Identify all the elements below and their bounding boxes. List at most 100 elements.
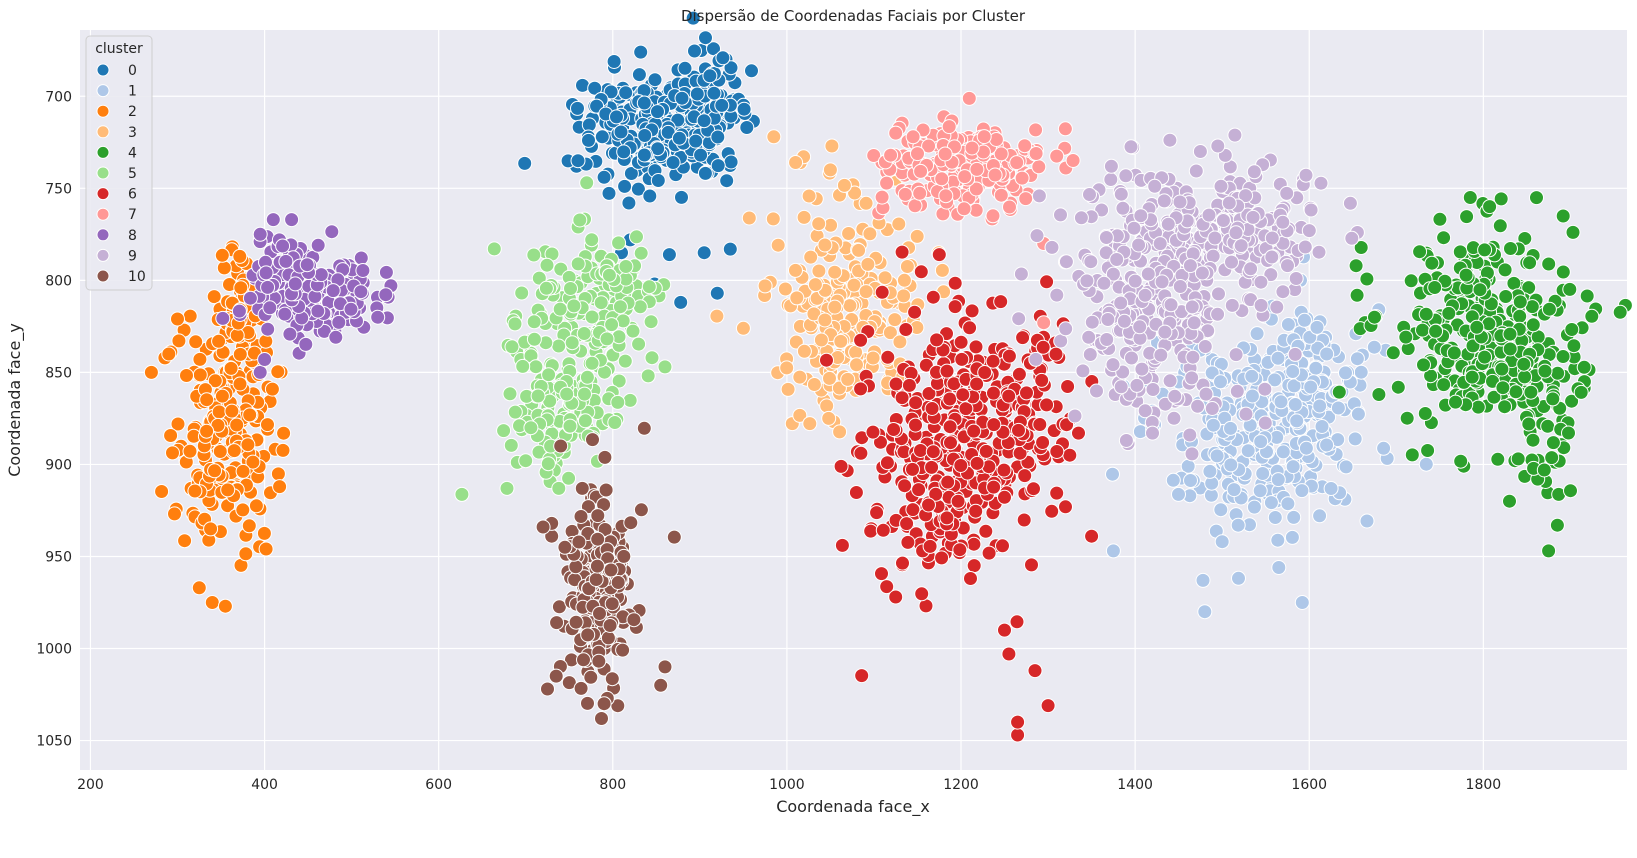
data-point	[1418, 306, 1434, 322]
data-point	[766, 129, 782, 145]
data-point	[557, 539, 573, 555]
data-point	[580, 627, 596, 643]
data-point	[921, 386, 937, 401]
data-point	[1016, 512, 1032, 528]
data-point	[715, 50, 731, 66]
data-point	[1039, 274, 1055, 290]
data-point	[853, 381, 869, 397]
data-point	[1166, 410, 1182, 426]
data-point	[976, 129, 992, 145]
data-point	[203, 521, 219, 537]
data-point	[874, 566, 889, 582]
data-point	[877, 270, 893, 286]
data-point	[217, 598, 233, 614]
data-point	[206, 289, 222, 305]
data-point	[588, 572, 604, 587]
data-point	[1573, 384, 1589, 400]
data-point	[1049, 485, 1065, 501]
data-point	[601, 185, 617, 201]
data-point	[875, 522, 891, 538]
data-point	[851, 242, 867, 258]
data-point	[1545, 391, 1561, 407]
data-point	[233, 280, 249, 296]
series-9	[1011, 127, 1365, 462]
data-point	[573, 680, 589, 696]
data-point	[853, 332, 869, 348]
data-point	[1133, 208, 1149, 224]
data-point	[1529, 190, 1544, 206]
series-3	[709, 129, 952, 440]
data-point	[1211, 286, 1226, 302]
data-point	[1105, 543, 1121, 559]
data-point	[788, 155, 804, 170]
data-point	[1555, 208, 1571, 224]
data-point	[757, 278, 773, 294]
data-point	[736, 101, 752, 117]
data-point	[1255, 466, 1271, 481]
data-point	[1013, 266, 1029, 282]
data-point	[788, 262, 803, 278]
data-point	[1105, 266, 1121, 282]
data-point	[1017, 468, 1033, 484]
data-point	[710, 129, 726, 145]
data-point	[1417, 406, 1433, 421]
data-point	[165, 445, 180, 461]
data-point	[1267, 510, 1283, 525]
data-point	[1160, 216, 1176, 232]
data-point	[1584, 308, 1600, 324]
data-point	[887, 312, 903, 328]
data-point	[978, 443, 994, 459]
data-point	[486, 241, 502, 257]
data-point	[644, 350, 660, 366]
legend-marker	[96, 269, 110, 283]
data-point	[1165, 472, 1181, 488]
data-point	[1459, 209, 1475, 225]
data-point	[741, 210, 757, 226]
x-tick-label: 600	[425, 777, 452, 793]
data-point	[1184, 299, 1200, 315]
data-point	[1184, 370, 1200, 386]
data-point	[1486, 389, 1502, 405]
data-point	[590, 508, 606, 524]
data-point	[1011, 366, 1027, 382]
data-point	[899, 516, 915, 532]
data-point	[863, 523, 879, 539]
legend-marker	[96, 228, 110, 242]
data-point	[1492, 218, 1508, 234]
data-point	[1579, 288, 1595, 304]
data-point	[299, 257, 315, 273]
y-tick-label: 750	[45, 181, 72, 197]
data-point	[918, 357, 934, 373]
data-point	[170, 416, 186, 432]
data-point	[1182, 258, 1198, 274]
data-point	[1192, 144, 1208, 159]
data-point	[1390, 379, 1406, 395]
data-point	[780, 381, 796, 397]
series-6	[819, 244, 1100, 743]
data-point	[610, 394, 626, 410]
data-point	[1027, 663, 1043, 679]
data-point	[817, 312, 833, 328]
data-point	[591, 653, 607, 669]
data-point	[566, 298, 582, 314]
data-point	[1213, 374, 1228, 390]
data-point	[1197, 604, 1213, 620]
data-point	[1009, 155, 1025, 171]
data-point	[954, 351, 970, 367]
data-point	[1198, 386, 1214, 402]
data-point	[211, 333, 227, 349]
data-point	[1418, 456, 1434, 472]
data-point	[1036, 315, 1052, 331]
data-point	[702, 68, 718, 84]
data-point	[966, 423, 982, 439]
data-point	[170, 311, 185, 327]
data-point	[997, 489, 1012, 505]
data-point	[1344, 230, 1360, 246]
data-point	[934, 171, 950, 187]
data-point	[873, 434, 888, 450]
data-point	[154, 484, 170, 499]
data-point	[256, 525, 272, 541]
data-point	[939, 363, 955, 379]
data-point	[1099, 332, 1115, 347]
data-point	[260, 321, 276, 337]
